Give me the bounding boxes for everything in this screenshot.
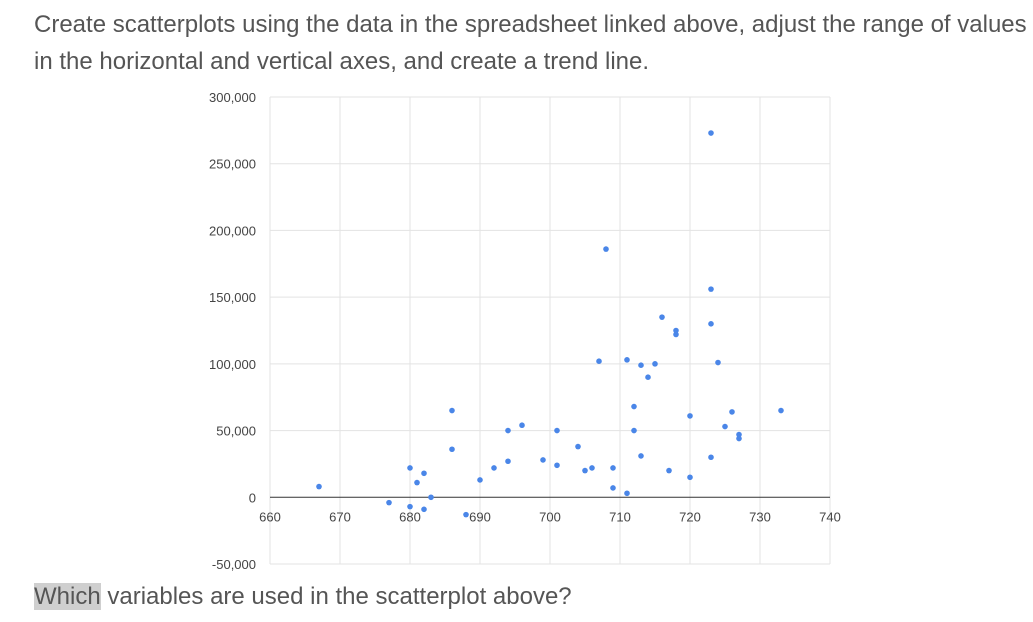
scatter-point bbox=[736, 435, 742, 442]
scatter-point bbox=[610, 465, 616, 471]
x-tick-label: 690 bbox=[469, 509, 491, 524]
scatter-point bbox=[778, 407, 784, 414]
scatter-point bbox=[386, 499, 392, 506]
data-points bbox=[316, 130, 784, 518]
scatter-point bbox=[554, 462, 560, 469]
x-tick-label: 660 bbox=[259, 509, 281, 524]
scatter-point bbox=[659, 314, 665, 320]
scatter-point bbox=[477, 477, 483, 483]
scatter-point bbox=[708, 454, 714, 461]
scatter-point bbox=[631, 427, 637, 434]
scatter-point bbox=[519, 422, 525, 429]
scatter-point bbox=[575, 443, 581, 450]
scatter-point bbox=[540, 457, 546, 463]
scatter-point bbox=[589, 465, 595, 471]
scatter-point bbox=[708, 130, 714, 136]
scatter-point bbox=[729, 409, 735, 415]
scatter-point bbox=[610, 485, 616, 491]
y-tick-label: 250,000 bbox=[209, 157, 256, 172]
scatter-point bbox=[316, 483, 322, 490]
y-tick-label: 300,000 bbox=[209, 90, 256, 105]
scatter-point bbox=[736, 431, 742, 438]
scatter-point bbox=[715, 359, 721, 366]
gridlines bbox=[269, 96, 831, 565]
follow-up-question-rest: variables are used in the scatterplot ab… bbox=[100, 583, 572, 610]
scatter-point bbox=[449, 446, 455, 453]
scatter-point bbox=[638, 453, 644, 459]
scatter-point bbox=[624, 490, 630, 497]
scatter-point bbox=[505, 427, 511, 434]
x-tick-label: 700 bbox=[539, 509, 561, 524]
y-tick-label: 50,000 bbox=[216, 424, 256, 439]
y-tick-label: 200,000 bbox=[209, 223, 256, 238]
x-tick-label: 730 bbox=[749, 509, 771, 524]
scatter-point bbox=[554, 427, 560, 434]
scatter-point bbox=[624, 357, 630, 363]
scatter-point bbox=[687, 413, 693, 419]
scatter-point bbox=[407, 503, 413, 510]
scatter-point bbox=[491, 465, 497, 471]
scatter-point bbox=[722, 423, 728, 430]
scatter-point bbox=[708, 321, 714, 327]
scatter-point bbox=[596, 358, 602, 364]
follow-up-question: Which variables are used in the scatterp… bbox=[34, 583, 572, 611]
scatter-point bbox=[421, 506, 427, 513]
scatter-point bbox=[638, 362, 644, 368]
scatter-point bbox=[645, 374, 651, 381]
scatter-point bbox=[631, 403, 637, 410]
scatter-point bbox=[505, 458, 511, 465]
x-tick-label: 720 bbox=[679, 509, 701, 524]
question-text: Create scatterplots using the data in th… bbox=[34, 11, 1027, 75]
highlighted-word: Which bbox=[34, 583, 101, 610]
x-tick-label: 740 bbox=[819, 509, 841, 524]
scatter-point bbox=[666, 467, 672, 474]
scatter-point bbox=[421, 470, 427, 477]
scatter-point bbox=[407, 465, 413, 471]
scatter-point bbox=[673, 331, 679, 338]
scatter-point bbox=[708, 286, 714, 292]
scatter-point bbox=[449, 407, 455, 414]
x-tick-label: 670 bbox=[329, 509, 351, 524]
x-tick-label: 680 bbox=[399, 509, 421, 524]
y-tick-label: 100,000 bbox=[209, 357, 256, 372]
scatter-point bbox=[582, 467, 588, 474]
y-tick-label: 0 bbox=[249, 490, 256, 505]
scatter-point bbox=[428, 494, 434, 501]
y-tick-label: -50,000 bbox=[212, 557, 256, 572]
scatter-point bbox=[652, 361, 658, 367]
y-axis-labels: -50,000 0 50,000 100,000 150,000 200,000 250,0… bbox=[209, 90, 256, 572]
scatter-chart: -50,000 0 50,000 100,000 150,000 200,000 250,0… bbox=[209, 90, 841, 572]
x-axis-labels: 660 670 680 690 700 710 720 730 740 bbox=[259, 509, 841, 524]
scatter-point bbox=[673, 327, 679, 334]
y-tick-label: 150,000 bbox=[209, 290, 256, 305]
scatter-point bbox=[414, 479, 420, 486]
scatter-point bbox=[603, 246, 609, 252]
scatter-point bbox=[463, 511, 469, 518]
scatter-point bbox=[687, 474, 693, 481]
x-tick-label: 710 bbox=[609, 509, 631, 524]
